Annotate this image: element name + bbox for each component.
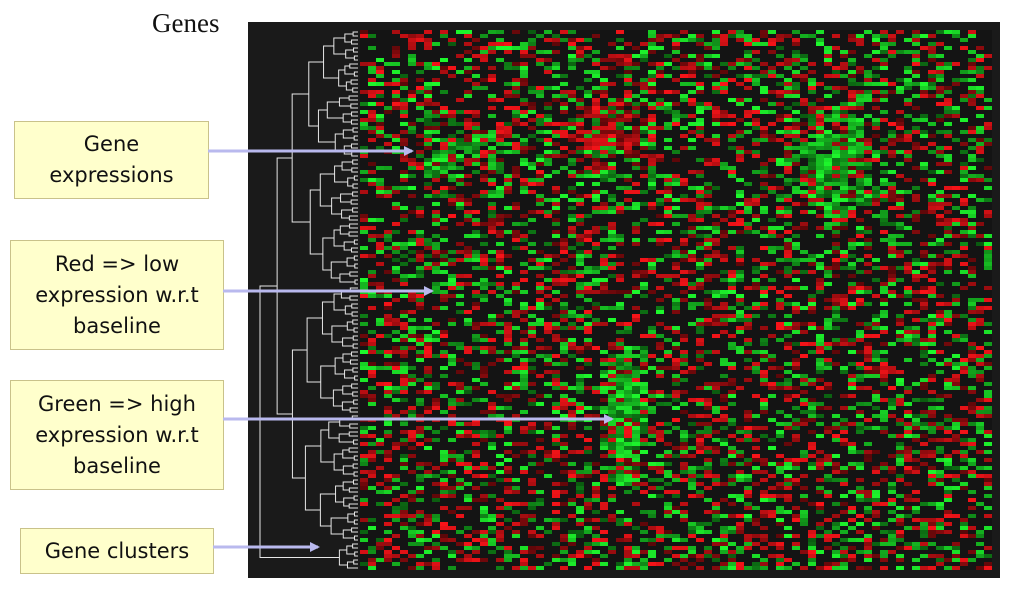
callout-line: expression w.r.t xyxy=(35,422,199,447)
gene-expression-heatmap xyxy=(248,22,1000,578)
callout-green-high-expression: Green => high expression w.r.t baseline xyxy=(10,380,224,490)
genes-title: Genes xyxy=(152,8,220,38)
callout-line: baseline xyxy=(73,453,161,478)
callout-line: expressions xyxy=(49,163,174,187)
callout-line: Red => low xyxy=(54,251,180,276)
callout-line: Gene clusters xyxy=(44,538,190,563)
callout-red-low-expression: Red => low expression w.r.t baseline xyxy=(10,240,224,350)
callout-line: baseline xyxy=(73,313,161,338)
dendrogram xyxy=(259,31,358,569)
callout-line: Green => high xyxy=(38,391,196,416)
callout-line: expression w.r.t xyxy=(35,282,199,307)
callout-gene-clusters: Gene clusters xyxy=(20,528,214,574)
heatmap-canvas xyxy=(259,30,992,570)
callout-gene-expressions: Gene expressions xyxy=(14,121,209,199)
callout-line: Gene xyxy=(83,132,140,156)
